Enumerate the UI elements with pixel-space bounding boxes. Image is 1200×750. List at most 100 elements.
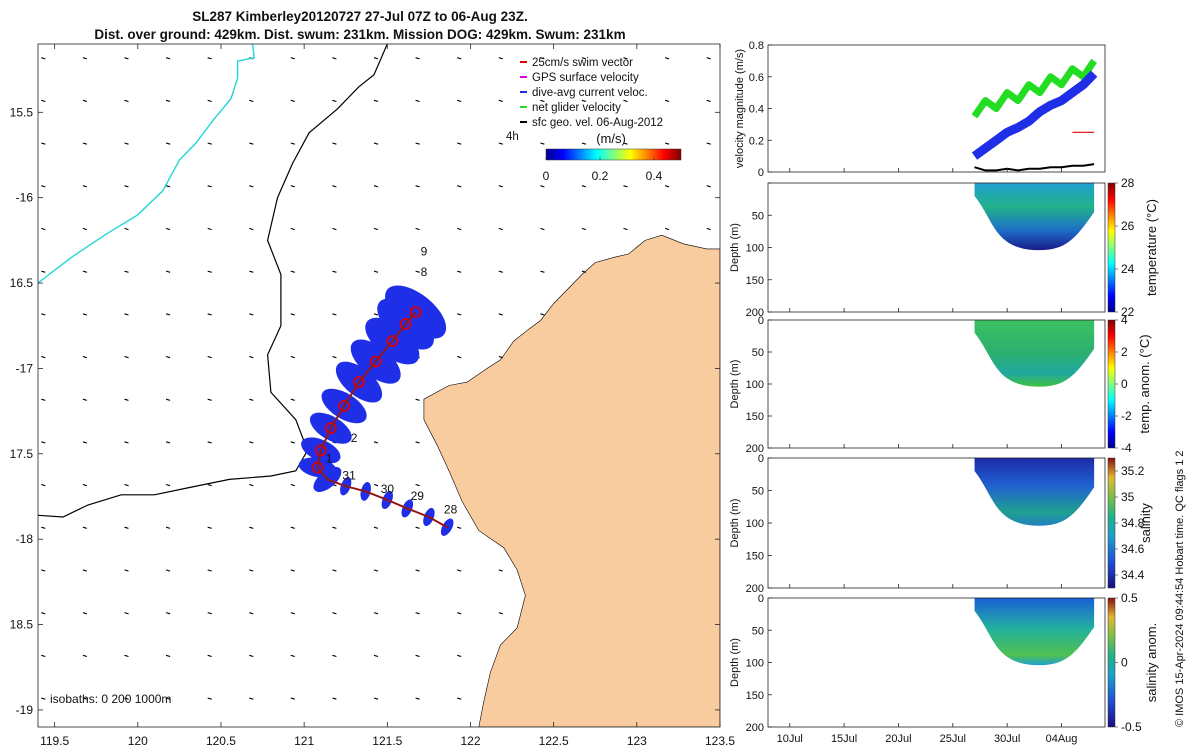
- colorbar-tick-label: -0.5: [1121, 720, 1142, 734]
- geo-vector: [41, 355, 46, 359]
- map-x-tick-label: 121: [294, 734, 314, 748]
- y-axis-label: Depth (m): [729, 638, 741, 687]
- geo-vector: [124, 99, 129, 103]
- geo-vector: [207, 569, 212, 572]
- geo-vector: [165, 142, 171, 145]
- geo-vector: [207, 270, 212, 273]
- date-tick-label: 20Jul: [885, 733, 911, 745]
- geo-vector: [373, 441, 379, 444]
- geo-vector: [249, 227, 254, 231]
- geo-vector: [41, 526, 46, 529]
- velocity-series: [974, 163, 1095, 172]
- geo-vector: [41, 313, 46, 316]
- geo-vector: [415, 697, 420, 700]
- colorbar-tick-label: -4: [1121, 441, 1132, 455]
- y-tick-label: 0: [758, 315, 764, 327]
- geo-vector: [290, 227, 295, 231]
- geo-vector: [82, 654, 88, 658]
- colorbar-tick-label: -2: [1121, 409, 1132, 423]
- geo-vector: [41, 654, 46, 658]
- geo-vector: [457, 313, 462, 316]
- geo-vector: [373, 526, 379, 529]
- panel-colorbar: [1107, 457, 1116, 589]
- section-field: [974, 183, 1095, 251]
- panel-colorbar: [1107, 182, 1116, 313]
- y-tick-label: 100: [746, 379, 764, 391]
- geo-vector: [124, 185, 129, 188]
- panel-4: 0.5 0 -0.5 salinity anom. 0 50 100 150 200 Depth …: [729, 591, 1159, 734]
- geo-vector: [415, 398, 420, 401]
- geo-vector: [124, 355, 129, 359]
- geo-vector: [249, 270, 254, 273]
- geo-vector: [82, 57, 88, 60]
- geo-vector: [290, 526, 295, 529]
- geo-vector: [332, 697, 337, 700]
- geo-vector: [82, 355, 88, 359]
- geo-vector: [207, 185, 212, 188]
- geo-vector: [415, 526, 420, 529]
- swim-vector-loop: [311, 461, 324, 474]
- geo-vector: [290, 313, 295, 316]
- geo-vector: [498, 270, 503, 273]
- geo-vector: [82, 227, 88, 231]
- geo-vector: [498, 355, 503, 359]
- panel-colorbar: [1107, 597, 1116, 728]
- geo-vector: [165, 483, 171, 487]
- map-y-tick-label: -18: [16, 532, 34, 546]
- geo-vector: [124, 612, 129, 615]
- y-axis-label: Depth (m): [729, 499, 741, 548]
- geo-vector: [207, 355, 212, 359]
- geo-vector: [249, 355, 254, 359]
- geo-vector: [82, 441, 88, 444]
- y-tick-label: 150: [746, 551, 764, 563]
- swim-vector-loop: [353, 376, 365, 389]
- map-x-tick-label: 122: [460, 734, 480, 748]
- y-tick-label: 100: [746, 243, 764, 255]
- geo-vector: [415, 569, 420, 572]
- colorbar-tick-label: 35.2: [1121, 464, 1145, 478]
- geo-vector: [415, 57, 420, 60]
- geo-vector: [332, 185, 337, 188]
- map-y-tick-label: -17: [16, 361, 34, 375]
- geo-vector: [124, 569, 129, 572]
- geo-vector: [165, 313, 171, 316]
- geo-vector: [82, 142, 88, 145]
- geo-vector: [82, 612, 88, 615]
- geo-vector: [124, 483, 129, 487]
- geo-vector: [664, 185, 670, 188]
- geo-vector: [540, 99, 545, 103]
- geo-vector: [249, 441, 254, 444]
- geo-vector: [249, 526, 254, 529]
- geo-vector: [290, 654, 295, 658]
- geo-vector: [290, 355, 295, 359]
- geo-vector: [581, 57, 587, 60]
- geo-vector: [664, 57, 670, 60]
- figure-title: SL287 Kimberley20120727 27-Jul 07Z to 06…: [192, 9, 527, 24]
- map-y-tick-label: 18.5: [10, 618, 34, 632]
- geo-vector: [207, 57, 212, 60]
- geo-vector: [373, 185, 379, 188]
- geo-vector: [124, 526, 129, 529]
- geo-vector: [623, 142, 628, 145]
- geo-vector: [82, 270, 88, 273]
- geo-vector: [207, 227, 212, 231]
- geo-vector: [290, 483, 295, 487]
- geo-vector: [373, 483, 379, 487]
- geo-vector: [82, 483, 88, 487]
- geo-vector: [498, 142, 503, 145]
- geo-vector: [332, 270, 337, 273]
- legend-entry: GPS surface velocity: [532, 72, 639, 84]
- colorbar-tick-label: 22: [1121, 305, 1135, 319]
- geo-vector: [249, 612, 254, 615]
- geo-vector: [581, 142, 587, 145]
- geo-vector: [82, 526, 88, 529]
- geo-vector: [165, 697, 171, 700]
- geo-vector: [457, 227, 462, 231]
- legend-entry: net glider velocity: [532, 102, 621, 114]
- geo-vector: [457, 612, 462, 615]
- geo-vector: [249, 185, 254, 188]
- geo-vector: [82, 697, 88, 700]
- geo-vector: [165, 398, 171, 401]
- geo-vector: [498, 227, 503, 231]
- geo-vector: [41, 483, 46, 487]
